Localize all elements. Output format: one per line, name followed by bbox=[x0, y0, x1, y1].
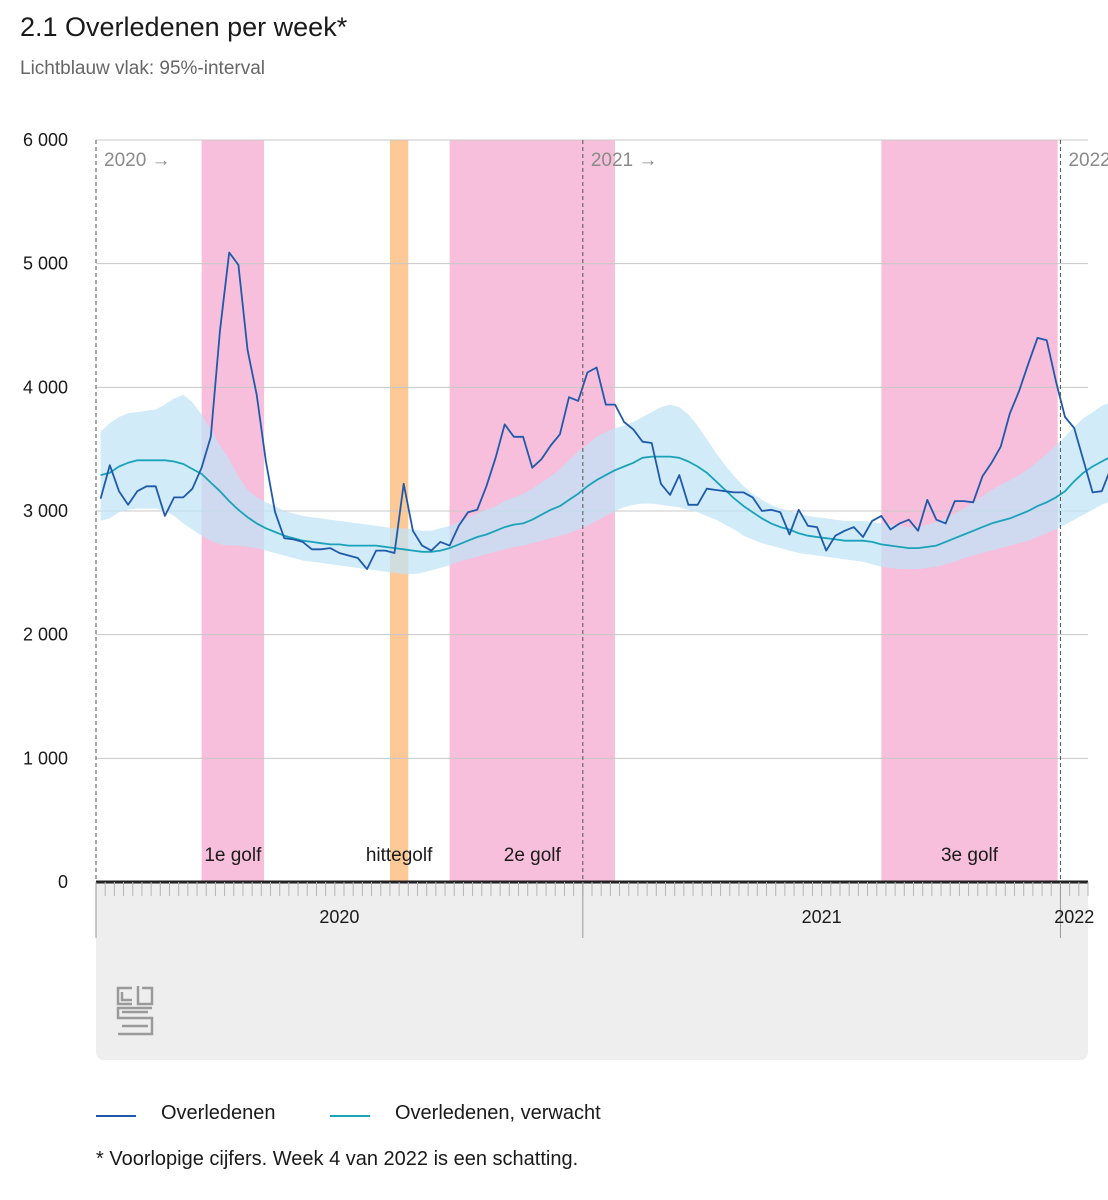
x-year-label: 2020 bbox=[319, 907, 359, 927]
series-line-overledenen bbox=[99, 251, 1108, 570]
y-tick-label: 5 000 bbox=[23, 254, 68, 274]
footnote: * Voorlopige cijfers. Week 4 van 2022 is… bbox=[96, 1148, 579, 1170]
cbs-logo-stroke bbox=[136, 986, 154, 1006]
x-axis-panel bbox=[96, 882, 1088, 1060]
period-label: 3e golf bbox=[941, 845, 999, 866]
year-marker-lines: 2020 → 2021 → 2022 → bbox=[95, 140, 1108, 882]
cbs-logo-stroke bbox=[116, 986, 132, 1006]
year-marker-label: 2022 → bbox=[1068, 150, 1108, 171]
legend-label: Overledenen bbox=[161, 1102, 276, 1124]
y-tick-label: 6 000 bbox=[23, 130, 68, 150]
legend-swatch-verwacht bbox=[330, 1115, 370, 1117]
y-tick-label: 0 bbox=[58, 872, 68, 892]
year-marker-label: 2020 → bbox=[104, 150, 171, 171]
x-year-label: 2021 bbox=[802, 907, 842, 927]
period-label: 2e golf bbox=[504, 845, 562, 866]
legend-swatch-overledenen bbox=[96, 1115, 136, 1117]
y-tick-label: 4 000 bbox=[23, 377, 68, 397]
chart-subtitle: Lichtblauw vlak: 95%-interval bbox=[20, 58, 266, 79]
legend-label: Overledenen, verwacht bbox=[395, 1102, 601, 1124]
y-tick-label: 3 000 bbox=[23, 501, 68, 521]
year-marker-label: 2021 → bbox=[591, 150, 658, 171]
cbs-logo-stroke bbox=[120, 992, 132, 1002]
period-label: hittegolf bbox=[366, 845, 433, 866]
cbs-logo bbox=[116, 986, 154, 1036]
y-tick-label: 2 000 bbox=[23, 625, 68, 645]
period-label: 1e golf bbox=[204, 845, 262, 866]
cbs-logo-stroke bbox=[122, 1010, 148, 1028]
y-axis-labels: 0 1 000 2 000 3 000 4 000 5 000 6 000 bbox=[23, 130, 68, 892]
x-axis: 2020 2021 2022 bbox=[95, 880, 1094, 1060]
y-tick-label: 1 000 bbox=[23, 748, 68, 768]
cbs-logo-stroke bbox=[116, 1006, 154, 1036]
chart-title: 2.1 Overledenen per week* bbox=[20, 12, 348, 42]
series-line-verwacht bbox=[100, 455, 1108, 553]
x-year-label: 2022 bbox=[1054, 907, 1094, 927]
period-labels: 1e golf hittegolf 2e golf 3e golf bbox=[204, 845, 998, 866]
series-lines bbox=[99, 251, 1108, 570]
